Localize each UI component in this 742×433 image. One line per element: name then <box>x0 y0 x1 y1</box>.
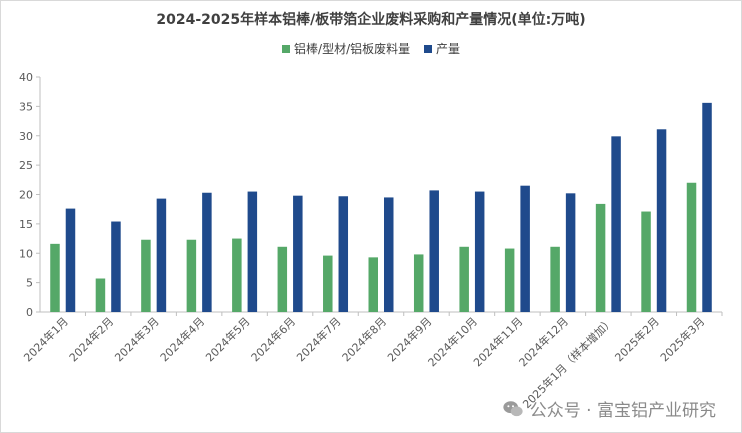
bar-waste <box>323 255 333 312</box>
x-tick-label: 2024年3月 <box>112 314 162 364</box>
bar-waste <box>686 182 697 312</box>
bar-waste <box>141 239 151 312</box>
legend-item-waste[interactable]: 铝棒/型材/铝板废料量 <box>282 40 410 57</box>
bar-output <box>565 193 576 312</box>
bar-output <box>520 185 530 312</box>
bar-waste <box>641 211 651 312</box>
bar-output <box>429 190 439 312</box>
bar-output <box>338 196 349 312</box>
bar-output <box>474 191 485 312</box>
chart-title: 2024-2025年样本铝棒/板带箔企业废料采购和产量情况(单位:万吨) <box>156 12 586 28</box>
x-tick-label: 2024年6月 <box>248 314 298 364</box>
x-tick-label: 2024年1月 <box>21 314 71 364</box>
watermark: 公众号 · 富宝铝产业研究 <box>502 396 716 421</box>
x-tick-label: 2024年4月 <box>157 314 207 364</box>
bar-output <box>702 102 712 312</box>
bar-waste <box>595 203 606 312</box>
bar-waste <box>550 246 560 312</box>
chart-legend: 铝棒/型材/铝板废料量 产量 <box>0 40 742 57</box>
bar-output <box>611 136 621 312</box>
x-tick-label: 2024年7月 <box>293 314 343 364</box>
y-tick-label: 10 <box>19 247 33 260</box>
x-tick-label: 2024年5月 <box>203 314 253 364</box>
bar-waste <box>277 246 288 312</box>
bar-output <box>293 195 303 312</box>
bar-waste <box>232 238 242 312</box>
x-tick-label: 2024年8月 <box>339 314 389 364</box>
x-tick-label: 2024年9月 <box>384 314 434 364</box>
x-tick-label: 2024年2月 <box>66 314 116 364</box>
bar-waste <box>95 278 106 312</box>
legend-item-output[interactable]: 产量 <box>423 40 460 57</box>
bar-output <box>656 129 667 312</box>
bar-waste <box>186 239 197 312</box>
x-tick-label: 2025年2月 <box>612 314 662 364</box>
y-tick-label: 25 <box>19 159 33 172</box>
y-tick-label: 35 <box>19 100 33 113</box>
x-tick-label: 2025年3月 <box>657 314 707 364</box>
watermark-text: 公众号 · 富宝铝产业研究 <box>529 401 716 421</box>
bar-output <box>65 208 76 312</box>
bar-waste <box>413 254 424 312</box>
bar-waste <box>368 257 378 312</box>
legend-label-output: 产量 <box>435 42 460 56</box>
y-tick-label: 0 <box>26 306 33 319</box>
bar-output <box>202 192 212 312</box>
legend-swatch-waste <box>282 45 291 53</box>
bar-output <box>111 221 121 312</box>
bar-waste <box>504 248 515 312</box>
bar-output <box>384 197 394 312</box>
legend-label-waste: 铝棒/型材/铝板废料量 <box>294 42 411 56</box>
y-tick-label: 20 <box>19 189 33 202</box>
bar-output <box>247 191 258 312</box>
legend-swatch-output <box>423 45 432 53</box>
y-tick-label: 30 <box>19 130 33 143</box>
bar-output <box>156 198 167 312</box>
bar-waste <box>50 243 60 312</box>
wechat-icon <box>503 400 523 416</box>
bar-waste <box>459 246 469 312</box>
y-tick-label: 40 <box>19 71 33 84</box>
y-tick-label: 15 <box>19 218 33 231</box>
y-tick-label: 5 <box>26 277 33 290</box>
